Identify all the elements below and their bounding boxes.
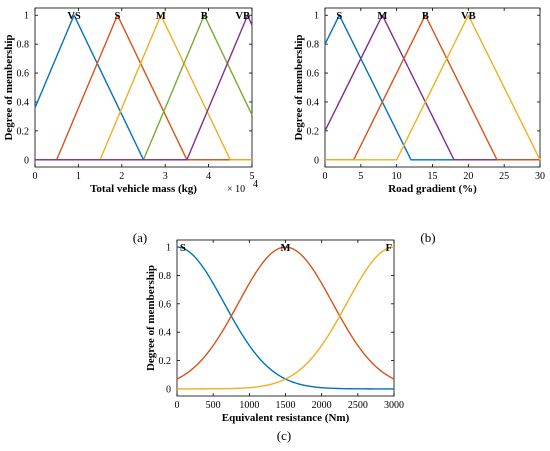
panel-b: 0 5 10 15 20 25 30 0 0.2 0.4 0.6 0.8 1 S M B VB Road grad… — [293, 7, 545, 245]
x-tick-label: 500 — [206, 400, 221, 411]
y-tick-label: 0 — [24, 155, 29, 166]
y-tick-label: 0.8 — [307, 40, 320, 51]
y-tick-label: 0.6 — [307, 69, 320, 80]
x-axis-title: Road gradient (%) — [388, 183, 477, 195]
x-tick-label: 1000 — [239, 400, 259, 411]
x-exponent-label: × 10 — [227, 184, 245, 195]
y-tick-label: 0.8 — [17, 40, 30, 51]
series-line-vb — [325, 14, 541, 161]
plot-frame — [34, 7, 253, 168]
x-tick-label: 0 — [175, 400, 180, 411]
x-tick-label: 10 — [392, 171, 402, 182]
panel-label: (b) — [420, 230, 435, 245]
x-tick-label: 5 — [358, 171, 363, 182]
y-tick-label: 0 — [166, 384, 171, 395]
panel-label: (c) — [277, 428, 291, 443]
y-tick-label: 0.6 — [17, 69, 30, 80]
mf-label-vb: VB — [461, 11, 476, 22]
y-tick-label: 0.4 — [17, 97, 30, 108]
mf-label-s: S — [336, 11, 342, 22]
x-tick-label: 25 — [499, 171, 509, 182]
panel-label: (a) — [133, 230, 147, 245]
series-line-f — [177, 246, 395, 390]
x-tick-label: 0 — [323, 171, 328, 182]
x-tick-label: 3 — [163, 171, 168, 182]
x-tick-label: 3000 — [384, 400, 404, 411]
x-axis-title: Total vehicle mass (kg) — [90, 183, 197, 195]
mf-label-f: F — [386, 243, 392, 254]
y-tick-label: 1 — [24, 11, 29, 22]
panel-c: 0 500 1000 1500 2000 2500 3000 0 0.2 0.4 0.6 0.8 1 S M… — [145, 239, 404, 443]
y-tick-label: 0.4 — [159, 328, 172, 339]
mf-label-b: B — [201, 11, 208, 22]
mf-label-s: S — [180, 243, 186, 254]
mf-label-m: M — [156, 11, 166, 22]
x-tick-label: 1500 — [276, 400, 296, 411]
mf-label-s: S — [115, 11, 121, 22]
x-axis-title: Equivalent resistance (Nm) — [222, 412, 350, 424]
x-tick-label: 1 — [76, 171, 81, 182]
x-tick-label: 4 — [206, 171, 211, 182]
y-tick-label: 0.2 — [17, 126, 30, 137]
x-tick-label: 2 — [119, 171, 124, 182]
x-tick-label: 20 — [463, 171, 473, 182]
mf-label-b: B — [422, 11, 429, 22]
x-tick-label: 5 — [250, 171, 255, 182]
y-tick-label: 0.2 — [159, 356, 172, 367]
y-tick-label: 0.2 — [307, 126, 320, 137]
y-tick-label: 0.6 — [159, 299, 172, 310]
y-axis-title: Degree of membership — [293, 34, 305, 140]
plot-frame — [176, 239, 395, 397]
x-tick-label: 15 — [428, 171, 438, 182]
y-axis-title: Degree of membership — [3, 34, 15, 140]
y-tick-label: 0 — [314, 155, 319, 166]
y-tick-label: 0.8 — [159, 271, 172, 282]
y-tick-label: 1 — [166, 243, 171, 254]
y-tick-label: 1 — [314, 11, 319, 22]
mf-label-vb: VB — [235, 11, 250, 22]
x-tick-label: 2500 — [348, 400, 368, 411]
mf-label-m: M — [377, 11, 387, 22]
x-tick-label: 30 — [535, 171, 545, 182]
y-axis-title: Degree of membership — [145, 265, 157, 371]
mf-label-vs: VS — [67, 11, 81, 22]
x-tick-label: 2000 — [312, 400, 332, 411]
x-tick-label: 0 — [33, 171, 38, 182]
mf-label-m: M — [281, 243, 291, 254]
x-exponent-power: 4 — [253, 179, 258, 190]
y-tick-label: 0.4 — [307, 97, 320, 108]
series-line-m — [176, 246, 395, 380]
series-line-vb — [35, 14, 253, 161]
